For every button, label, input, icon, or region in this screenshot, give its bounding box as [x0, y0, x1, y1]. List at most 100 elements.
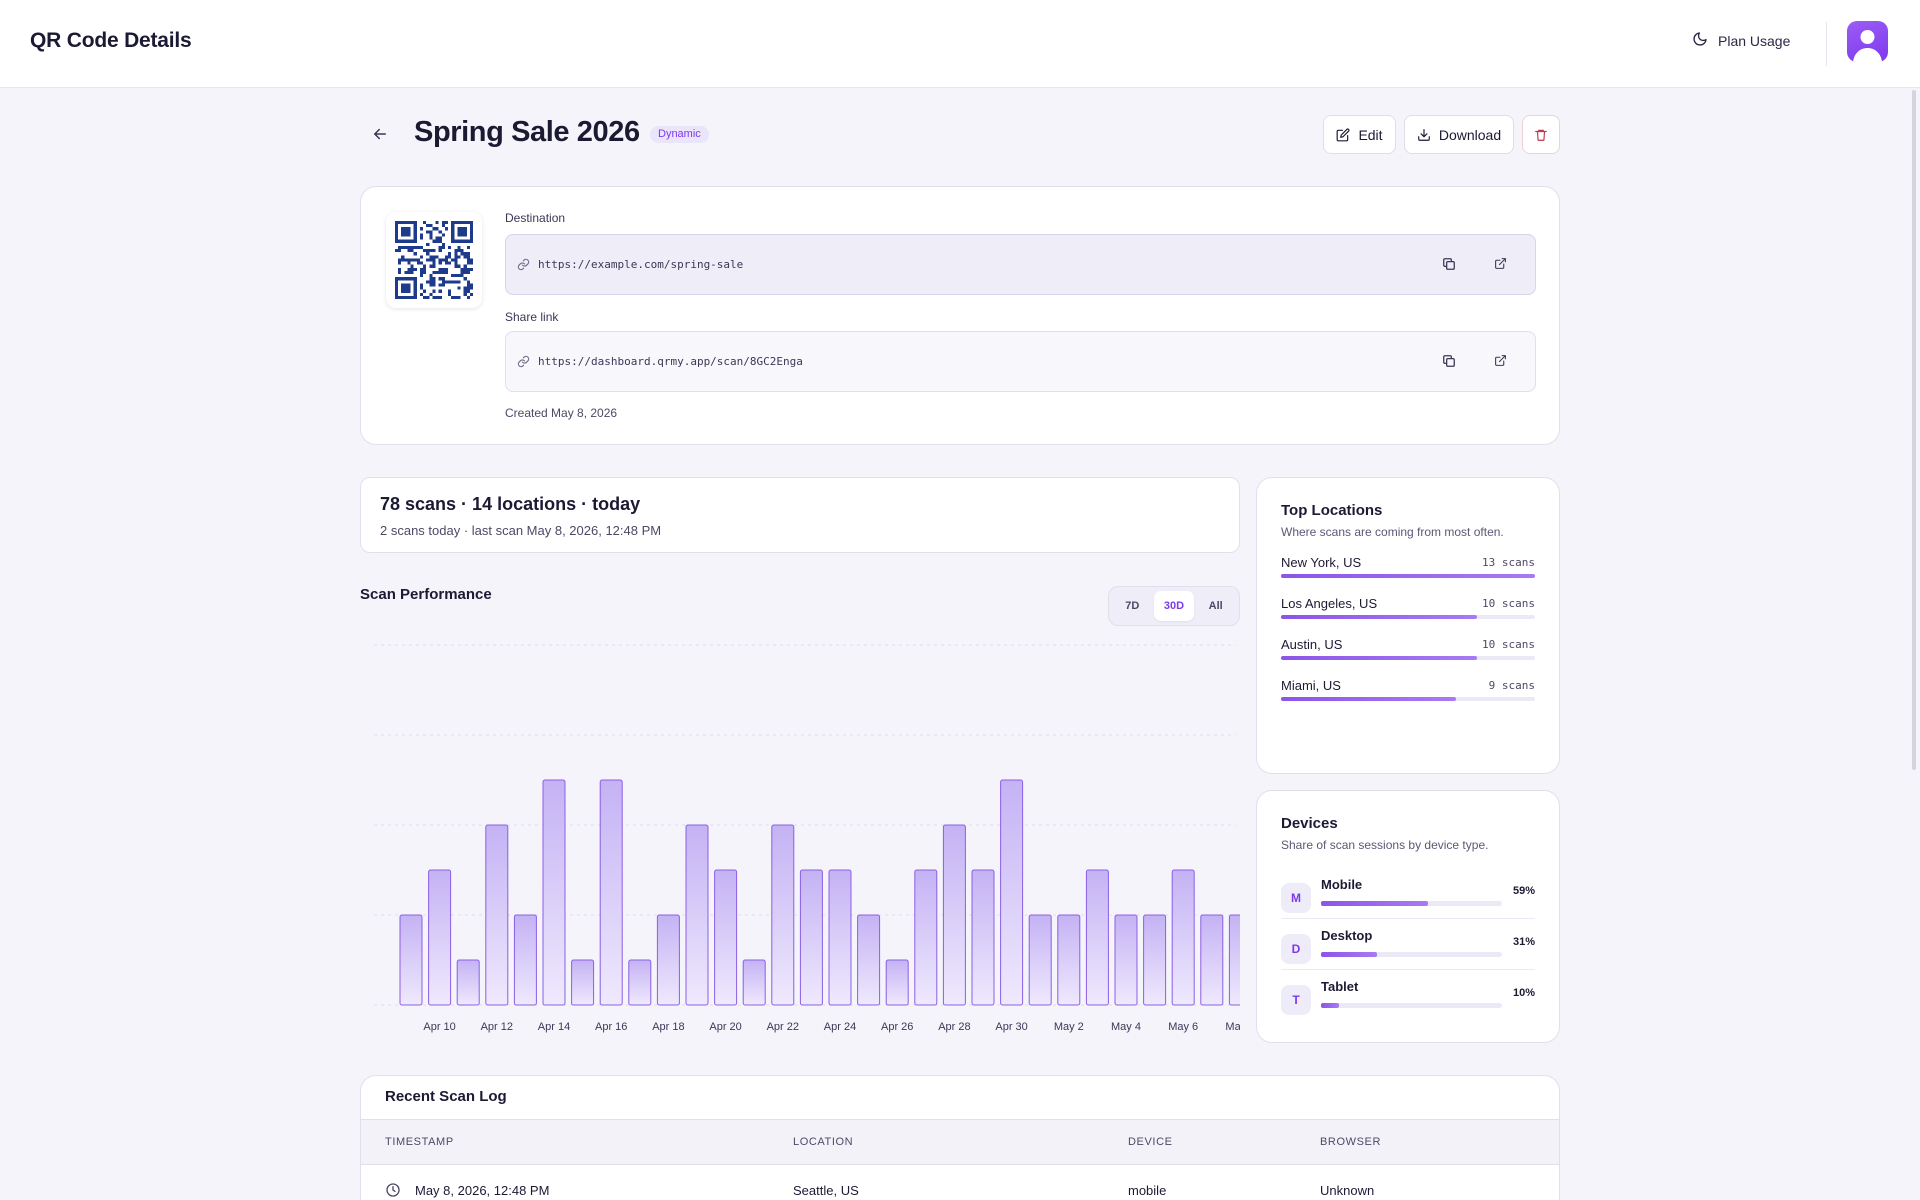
qr-code-image — [386, 212, 482, 308]
edit-icon — [1337, 128, 1350, 141]
type-badge: Dynamic — [650, 126, 709, 143]
device-name: Mobile — [1321, 877, 1363, 892]
recent-scan-log-card: Recent Scan Log TIMESTAMP LOCATION DEVIC… — [360, 1075, 1560, 1200]
chart-bar[interactable] — [1114, 914, 1138, 1006]
chart-bar[interactable] — [399, 914, 423, 1006]
chart-bar[interactable] — [456, 959, 480, 1006]
location-name: Miami, US — [1281, 678, 1341, 693]
qr-details-card: Destination https://example.com/spring-s… — [360, 186, 1560, 445]
x-tick-label: Apr 16 — [595, 1021, 627, 1033]
divider — [1281, 969, 1535, 970]
chart-bar[interactable] — [599, 779, 623, 1006]
location-count: 13 scans — [1482, 556, 1535, 569]
location-bar — [1281, 615, 1535, 619]
column-header-device[interactable]: DEVICE — [1128, 1136, 1173, 1148]
table-row[interactable]: May 8, 2026, 12:48 PM Seattle, US mobile… — [361, 1166, 1559, 1200]
external-link-icon[interactable] — [1494, 257, 1507, 275]
location-bar — [1281, 697, 1535, 701]
download-icon — [1418, 128, 1430, 141]
chart-bar[interactable] — [685, 824, 709, 1006]
range-30d[interactable]: 30D — [1153, 591, 1195, 621]
scan-timestamp: May 8, 2026, 12:48 PM — [415, 1183, 550, 1198]
link-icon — [517, 258, 530, 276]
chart-bar[interactable] — [542, 779, 566, 1006]
top-locations-card: Top Locations Where scans are coming fro… — [1256, 477, 1560, 774]
chart-bar[interactable] — [1143, 914, 1167, 1006]
chart-bar[interactable] — [914, 869, 938, 1006]
external-link-icon[interactable] — [1494, 354, 1507, 372]
delete-button[interactable] — [1522, 115, 1560, 154]
destination-field[interactable]: https://example.com/spring-sale — [505, 234, 1536, 295]
chart-bar[interactable] — [628, 959, 652, 1006]
device-bar — [1321, 952, 1502, 957]
app-title: QR Code Details — [30, 29, 192, 52]
chart-bar[interactable] — [1085, 869, 1109, 1006]
chart-bar[interactable] — [1000, 779, 1024, 1006]
chart-bar[interactable] — [656, 914, 680, 1006]
summary-headline: 78 scans · 14 locations · today — [380, 494, 641, 514]
column-header-location[interactable]: LOCATION — [793, 1136, 854, 1148]
range-toggle: 7D 30D All — [1108, 586, 1240, 626]
x-tick-label: Apr 28 — [938, 1021, 970, 1033]
location-row: Los Angeles, US 10 scans — [1281, 596, 1535, 629]
location-count: 10 scans — [1482, 638, 1535, 651]
copy-icon[interactable] — [1442, 354, 1456, 373]
device-initial-badge: M — [1281, 883, 1311, 913]
scan-log-title: Recent Scan Log — [385, 1088, 507, 1105]
chart-bar[interactable] — [1028, 914, 1052, 1006]
chart-bar[interactable] — [742, 959, 766, 1006]
avatar[interactable] — [1847, 21, 1888, 62]
scan-location: Seattle, US — [793, 1183, 859, 1198]
edit-label: Edit — [1358, 126, 1383, 143]
chart-bar[interactable] — [428, 869, 452, 1006]
summary-subline: 2 scans today · last scan May 8, 2026, 1… — [380, 523, 662, 538]
qr-code-icon — [395, 221, 473, 299]
copy-icon[interactable] — [1442, 257, 1456, 276]
chart-bar[interactable] — [942, 824, 966, 1006]
scan-browser: Unknown — [1320, 1183, 1375, 1198]
location-count: 9 scans — [1488, 679, 1535, 692]
top-locations-subtitle: Where scans are coming from most often. — [1281, 525, 1504, 539]
range-all[interactable]: All — [1208, 600, 1223, 612]
chart-bar[interactable] — [513, 914, 537, 1006]
chart-bar[interactable] — [885, 959, 909, 1006]
x-tick-label: Apr 22 — [767, 1021, 799, 1033]
location-row: Austin, US 10 scans — [1281, 637, 1535, 670]
location-row: Miami, US 9 scans — [1281, 678, 1535, 711]
scrollbar-thumb[interactable] — [1912, 90, 1916, 770]
plan-usage-button[interactable]: Plan Usage — [1692, 31, 1790, 50]
arrow-left-icon — [374, 128, 386, 140]
device-row: M Mobile 59% — [1281, 877, 1535, 927]
device-percent: 10% — [1512, 987, 1535, 999]
chart-bar[interactable] — [485, 824, 509, 1006]
chart-bar[interactable] — [799, 869, 823, 1006]
chart-bar[interactable] — [971, 869, 995, 1006]
column-header-timestamp[interactable]: TIMESTAMP — [385, 1136, 454, 1148]
download-button[interactable]: Download — [1404, 115, 1514, 154]
range-7d[interactable]: 7D — [1125, 600, 1140, 612]
scan-device: mobile — [1128, 1183, 1167, 1198]
x-tick-label: Apr 26 — [881, 1021, 913, 1033]
location-row: New York, US 13 scans — [1281, 555, 1535, 588]
share-link-url: https://dashboard.qrmy.app/scan/8GC2Enga — [538, 355, 803, 368]
device-bar — [1321, 901, 1502, 906]
x-tick-label: May 4 — [1111, 1021, 1141, 1033]
chart-bar[interactable] — [1228, 914, 1240, 1006]
chart-bar[interactable] — [1171, 869, 1195, 1006]
chart-bar[interactable] — [857, 914, 881, 1006]
share-link-field[interactable]: https://dashboard.qrmy.app/scan/8GC2Enga — [505, 331, 1536, 392]
chart-bar[interactable] — [1057, 914, 1081, 1006]
chart-bar[interactable] — [771, 824, 795, 1006]
chart-bar[interactable] — [571, 959, 595, 1006]
back-button[interactable] — [366, 120, 394, 148]
table-header: TIMESTAMP LOCATION DEVICE BROWSER — [361, 1119, 1559, 1165]
x-tick-label: Apr 10 — [423, 1021, 455, 1033]
device-row: T Tablet 10% — [1281, 979, 1535, 1029]
column-header-browser[interactable]: BROWSER — [1320, 1136, 1382, 1148]
chart-bar[interactable] — [1200, 914, 1224, 1006]
location-bar-fill — [1281, 574, 1535, 578]
chart-bar[interactable] — [828, 869, 852, 1006]
edit-button[interactable]: Edit — [1323, 115, 1396, 154]
chart-bar[interactable] — [714, 869, 738, 1006]
device-initial-badge: T — [1281, 985, 1311, 1015]
